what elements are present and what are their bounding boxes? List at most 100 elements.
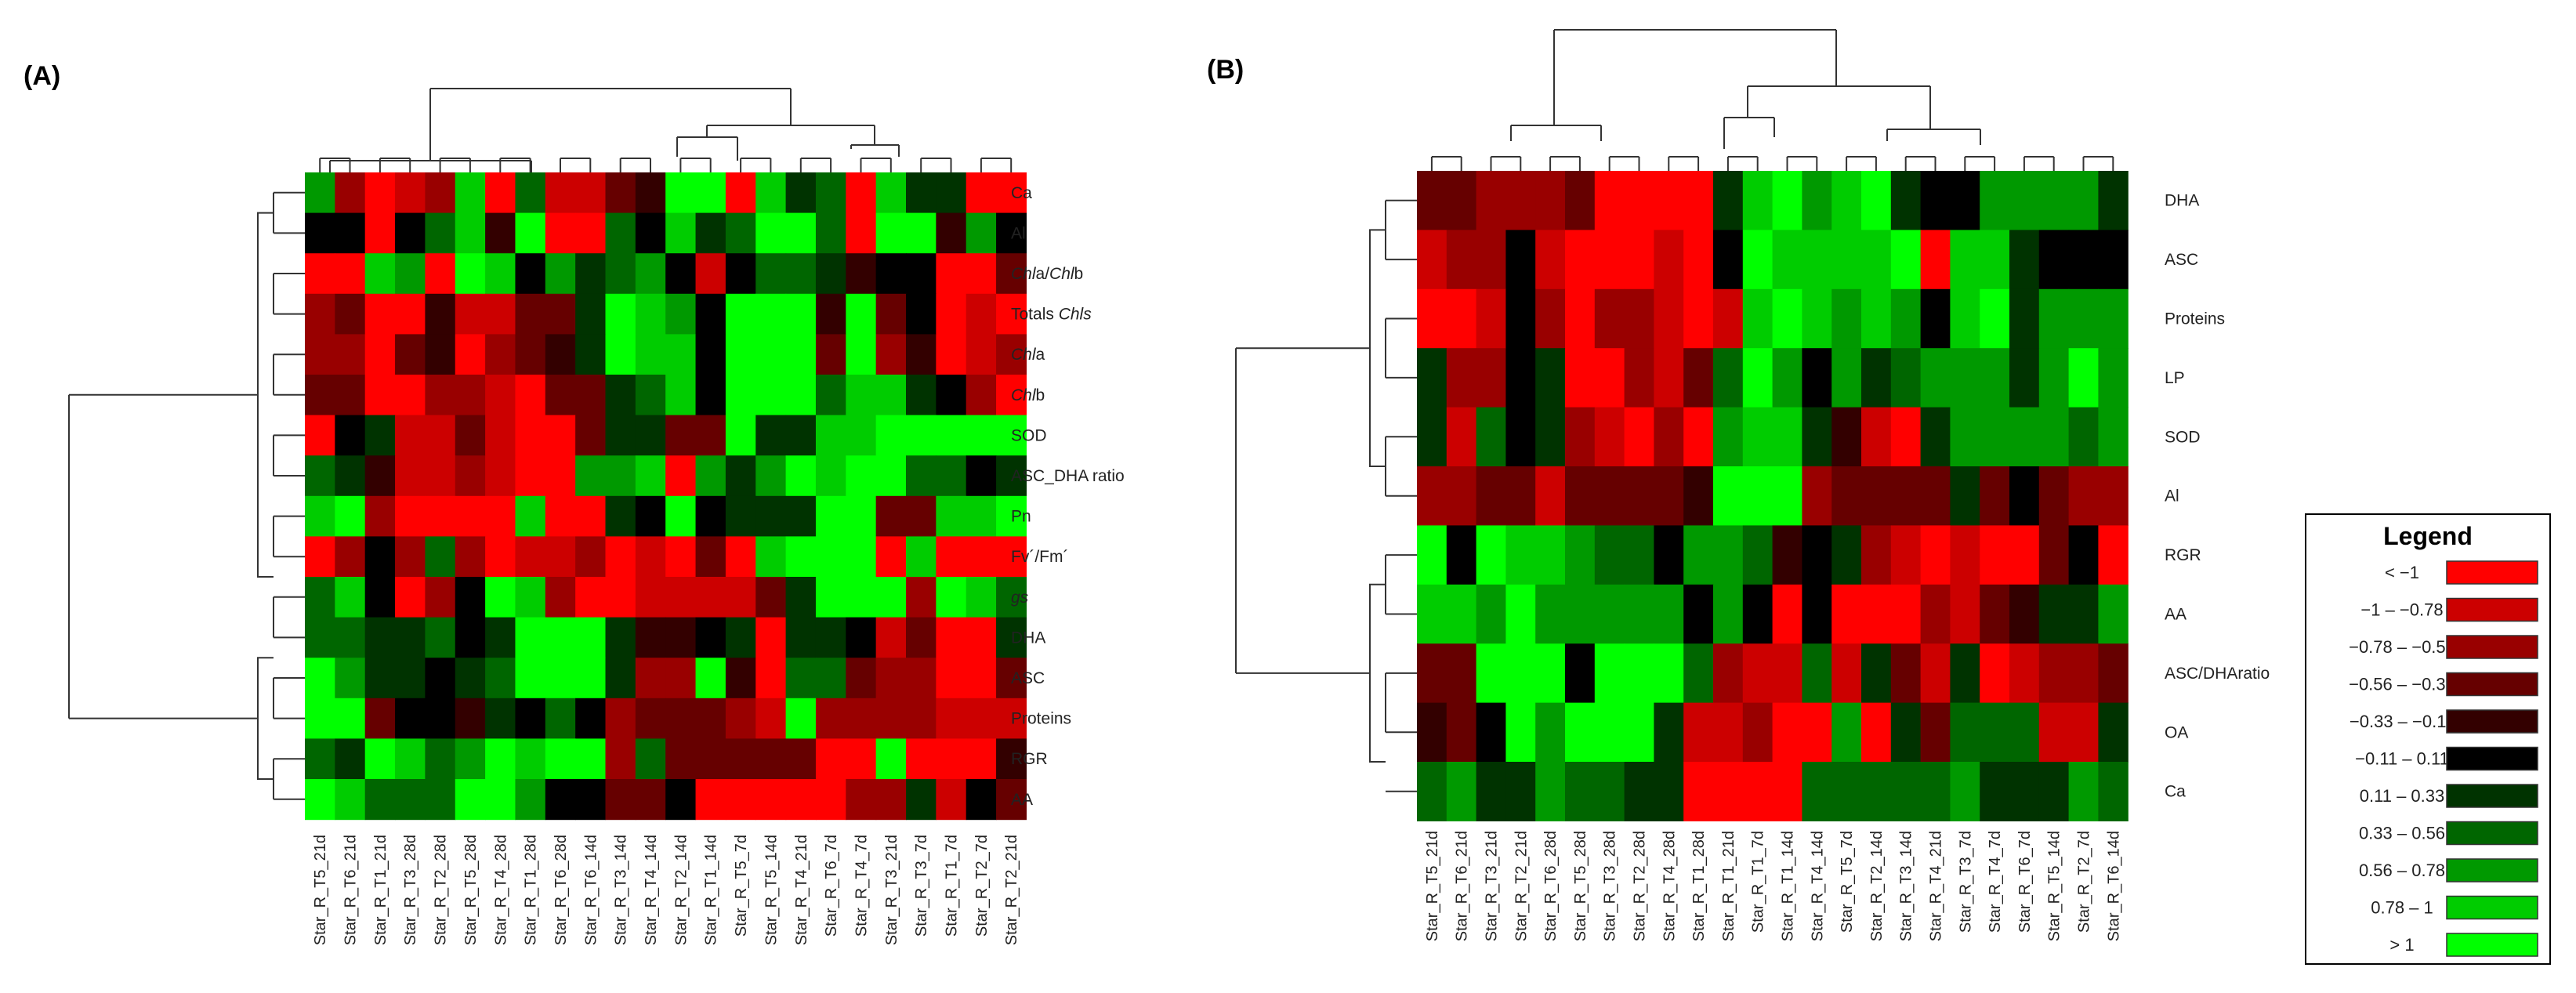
column-label: Star_R_T5_14d (763, 835, 780, 945)
panel-b-heatmap (1417, 171, 2129, 821)
heatmap-cell (1535, 288, 1566, 349)
heatmap-cell (364, 293, 396, 335)
heatmap-cell (1594, 643, 1625, 704)
heatmap-cell (1802, 525, 1832, 585)
heatmap-cell (395, 212, 426, 254)
heatmap-cell (755, 617, 787, 658)
heatmap-cell (2038, 230, 2070, 290)
heatmap-cell (755, 293, 787, 335)
column-label: Star_R_T6_7d (2016, 831, 2034, 933)
row-label: Proteins (2165, 310, 2225, 328)
legend-items: < −1 −1 – −0.78 −0.78 – −0.56 −0.56 – −0.33… (2349, 560, 2538, 957)
heatmap-cell (515, 415, 546, 456)
heatmap-cell (1505, 407, 1536, 467)
heatmap-cell (1476, 762, 1506, 821)
heatmap-cell (725, 738, 756, 780)
heatmap-cell (1772, 702, 1802, 763)
heatmap-cell (2098, 762, 2129, 821)
heatmap-cell (1831, 230, 1862, 290)
heatmap-cell (1831, 407, 1862, 467)
heatmap-cell (936, 334, 967, 375)
heatmap-cell (936, 495, 967, 537)
heatmap-cell (755, 455, 787, 497)
heatmap-cell (695, 253, 726, 295)
heatmap-cell (815, 212, 846, 254)
heatmap-cell (545, 495, 576, 537)
panel-b-column-labels: Star_R_T5_21d Star_R_T6_21d Star_R_T3_21d S… (1424, 831, 2122, 941)
heatmap-cell (2098, 466, 2129, 526)
heatmap-cell (364, 415, 396, 456)
heatmap-cell (335, 334, 366, 375)
panel-a-row-labels: Ca Al Chla/Chlb Totals Chls Chla Chlb SOD ASC_D… (1011, 184, 1125, 809)
heatmap-cell (1624, 348, 1654, 408)
heatmap-cell (1417, 288, 1447, 349)
heatmap-cell (605, 172, 636, 214)
heatmap-cell (695, 495, 726, 537)
heatmap-cell (1417, 762, 1447, 821)
heatmap-cell (364, 253, 396, 295)
heatmap-cell (996, 334, 1027, 375)
column-label: Star_R_T3_21d (883, 835, 900, 945)
heatmap-cell (485, 617, 516, 658)
heatmap-cell (1713, 407, 1744, 467)
column-label: Star_R_T4_28d (1661, 831, 1678, 941)
heatmap-cell (2098, 171, 2129, 230)
heatmap-cell (1920, 407, 1951, 467)
heatmap-cell (1831, 643, 1862, 704)
heatmap-cell (1446, 762, 1477, 821)
heatmap-cell (485, 577, 516, 618)
heatmap-cell (1713, 525, 1744, 585)
heatmap-cell (1980, 407, 2010, 467)
row-label: AA (2165, 606, 2187, 624)
heatmap-cell (1654, 643, 1684, 704)
heatmap-cell (1861, 762, 1892, 821)
heatmap-cell (1920, 702, 1951, 763)
heatmap-cell (725, 334, 756, 375)
heatmap-cell (335, 293, 366, 335)
heatmap-cell (966, 698, 997, 739)
heatmap-cell (485, 293, 516, 335)
heatmap-cell (755, 698, 787, 739)
heatmap-cell (936, 536, 967, 578)
heatmap-cell (846, 495, 877, 537)
heatmap-cell (725, 172, 756, 214)
heatmap-cell (785, 212, 817, 254)
heatmap-cell (635, 577, 666, 618)
legend-item-label: 0.33 – 0.56 (2359, 824, 2445, 843)
heatmap-cell (545, 415, 576, 456)
heatmap-cell (1950, 584, 1980, 644)
heatmap-cell (2009, 466, 2040, 526)
column-label: Star_R_T2_28d (433, 835, 450, 945)
heatmap-cell (936, 375, 967, 416)
heatmap-cell (725, 253, 756, 295)
heatmap-cell (364, 698, 396, 739)
heatmap-cell (335, 253, 366, 295)
heatmap-cell (695, 455, 726, 497)
heatmap-cell (846, 658, 877, 699)
heatmap-cell (815, 455, 846, 497)
heatmap-cell (364, 172, 396, 214)
heatmap-cell (785, 172, 817, 214)
column-label: Star_R_T1_14d (1780, 831, 1797, 941)
column-label: Star_R_T2_7d (2076, 831, 2093, 933)
heatmap-cell (395, 172, 426, 214)
heatmap-cell (1683, 230, 1714, 290)
heatmap-cell (455, 415, 486, 456)
heatmap-cell (846, 172, 877, 214)
heatmap-cell (515, 495, 546, 537)
heatmap-cell (1742, 230, 1773, 290)
heatmap-cell (936, 577, 967, 618)
heatmap-cell (815, 415, 846, 456)
legend-item-label: < −1 (2385, 563, 2419, 582)
heatmap-cell (1802, 230, 1832, 290)
heatmap-cell (425, 455, 456, 497)
column-label: Star_R_T4_14d (643, 835, 660, 945)
heatmap-cell (364, 577, 396, 618)
heatmap-cell (605, 577, 636, 618)
heatmap-cell (2038, 348, 2070, 408)
heatmap-cell (455, 536, 486, 578)
heatmap-cell (425, 172, 456, 214)
heatmap-cell (725, 698, 756, 739)
heatmap-cell (755, 738, 787, 780)
heatmap-cell (875, 375, 907, 416)
